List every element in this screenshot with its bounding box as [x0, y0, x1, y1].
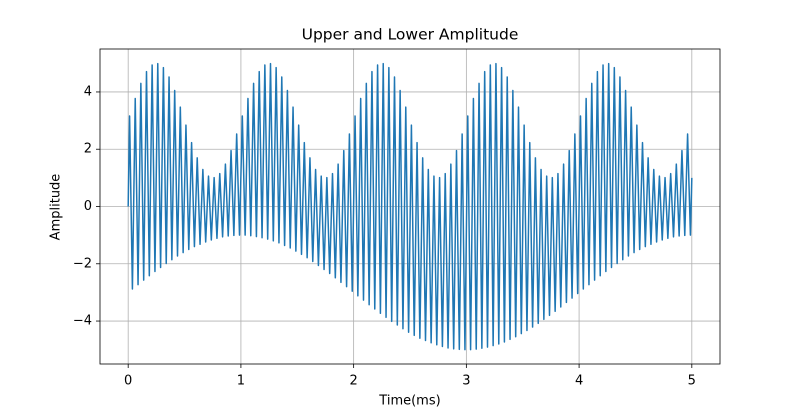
y-axis-label: Amplitude	[49, 174, 64, 241]
chart-title: Upper and Lower Amplitude	[302, 26, 519, 44]
x-tick-label: 0	[124, 374, 132, 389]
y-tick-label: 0	[84, 199, 92, 214]
x-tick-label: 3	[462, 374, 470, 389]
x-tick-label: 5	[688, 374, 696, 389]
x-tick-label: 1	[237, 374, 245, 389]
signal-line	[127, 62, 693, 351]
x-axis-label: Time(ms)	[378, 394, 440, 409]
plot-frame	[99, 48, 721, 365]
y-tick-label: −2	[73, 256, 92, 271]
y-tick-label: 4	[84, 84, 92, 99]
x-tick-label: 4	[575, 374, 583, 389]
y-tick-label: 2	[84, 142, 92, 157]
x-tick-label: 2	[349, 374, 357, 389]
y-tick-label: −4	[73, 314, 92, 329]
